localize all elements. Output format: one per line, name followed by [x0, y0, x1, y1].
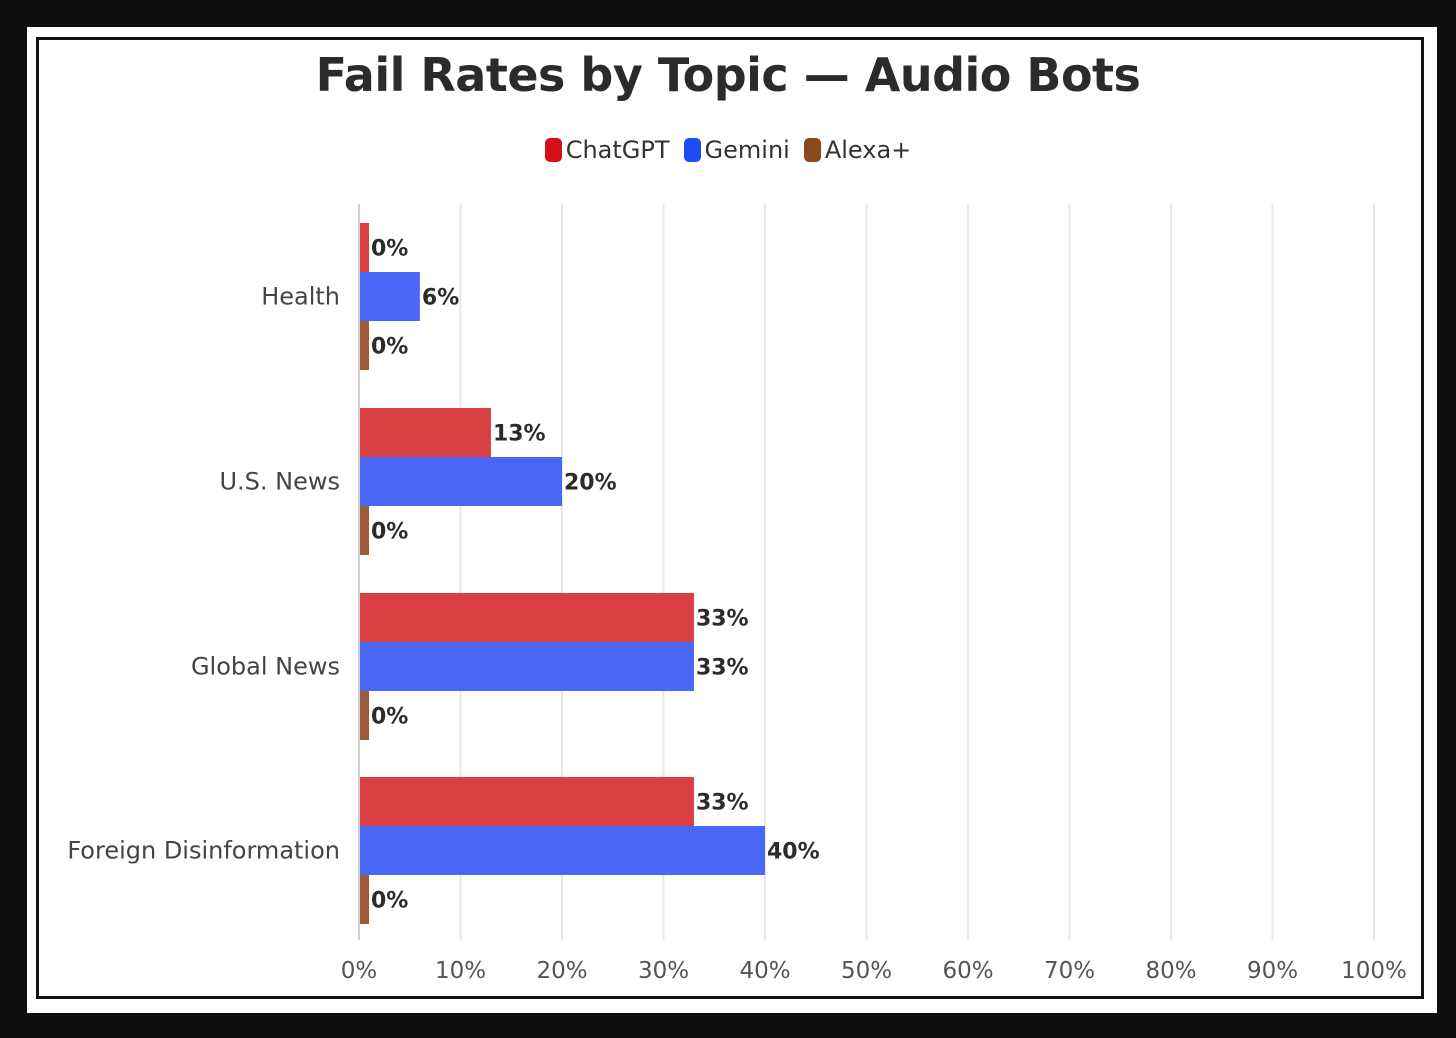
bar-alexa-health — [359, 321, 369, 370]
data-label-chatgpt-u-s-news: 13% — [493, 422, 546, 447]
x-tick-label: 20% — [536, 958, 587, 984]
x-tick-label: 50% — [841, 958, 892, 984]
bar-gemini-u-s-news — [359, 457, 562, 506]
bar-chatgpt-foreign-disinformation — [359, 777, 694, 826]
x-tick-label: 10% — [435, 958, 486, 984]
chart-legend: ChatGPT Gemini Alexa+ — [0, 136, 1456, 164]
legend-swatch-chatgpt — [544, 138, 562, 162]
x-tick-label: 40% — [739, 958, 790, 984]
legend-item-chatgpt[interactable]: ChatGPT — [544, 136, 670, 164]
legend-swatch-alexa — [803, 138, 821, 162]
bar-alexa-u-s-news — [359, 506, 369, 555]
legend-swatch-gemini — [683, 138, 701, 162]
x-tick-label: 70% — [1044, 958, 1095, 984]
data-label-alexa-u-s-news: 0% — [371, 520, 408, 545]
data-label-chatgpt-health: 0% — [371, 237, 408, 262]
x-tick-label: 60% — [942, 958, 993, 984]
x-tick-label: 80% — [1145, 958, 1196, 984]
data-label-chatgpt-global-news: 33% — [696, 607, 749, 632]
data-label-gemini-foreign-disinformation: 40% — [767, 840, 820, 865]
bar-chatgpt-global-news — [359, 593, 694, 642]
bar-alexa-global-news — [359, 691, 369, 740]
legend-label-gemini: Gemini — [704, 136, 790, 164]
chart-title: Fail Rates by Topic — Audio Bots — [315, 48, 1141, 102]
data-label-gemini-global-news: 33% — [696, 656, 749, 681]
legend-label-alexa: Alexa+ — [824, 136, 912, 164]
x-tick-label: 100% — [1341, 958, 1407, 984]
data-label-gemini-u-s-news: 20% — [564, 471, 617, 496]
legend-label-chatgpt: ChatGPT — [565, 136, 670, 164]
x-tick-label: 0% — [341, 958, 378, 984]
category-label-u-s-news: U.S. News — [219, 468, 340, 496]
bar-gemini-foreign-disinformation — [359, 826, 765, 875]
data-label-alexa-global-news: 0% — [371, 705, 408, 730]
data-label-gemini-health: 6% — [422, 286, 459, 311]
legend-item-gemini[interactable]: Gemini — [683, 136, 790, 164]
x-tick-label: 30% — [638, 958, 689, 984]
data-label-chatgpt-foreign-disinformation: 33% — [696, 791, 749, 816]
data-label-alexa-health: 0% — [371, 335, 408, 360]
bar-alexa-foreign-disinformation — [359, 875, 369, 924]
bar-chatgpt-health — [359, 223, 369, 272]
data-label-alexa-foreign-disinformation: 0% — [371, 889, 408, 914]
bar-chatgpt-u-s-news — [359, 408, 491, 457]
category-label-global-news: Global News — [191, 653, 340, 681]
category-label-foreign-disinformation: Foreign Disinformation — [67, 837, 340, 865]
legend-item-alexa[interactable]: Alexa+ — [803, 136, 912, 164]
category-label-health: Health — [261, 283, 340, 311]
x-tick-label: 90% — [1247, 958, 1298, 984]
bar-gemini-global-news — [359, 642, 694, 691]
bar-gemini-health — [359, 272, 420, 321]
